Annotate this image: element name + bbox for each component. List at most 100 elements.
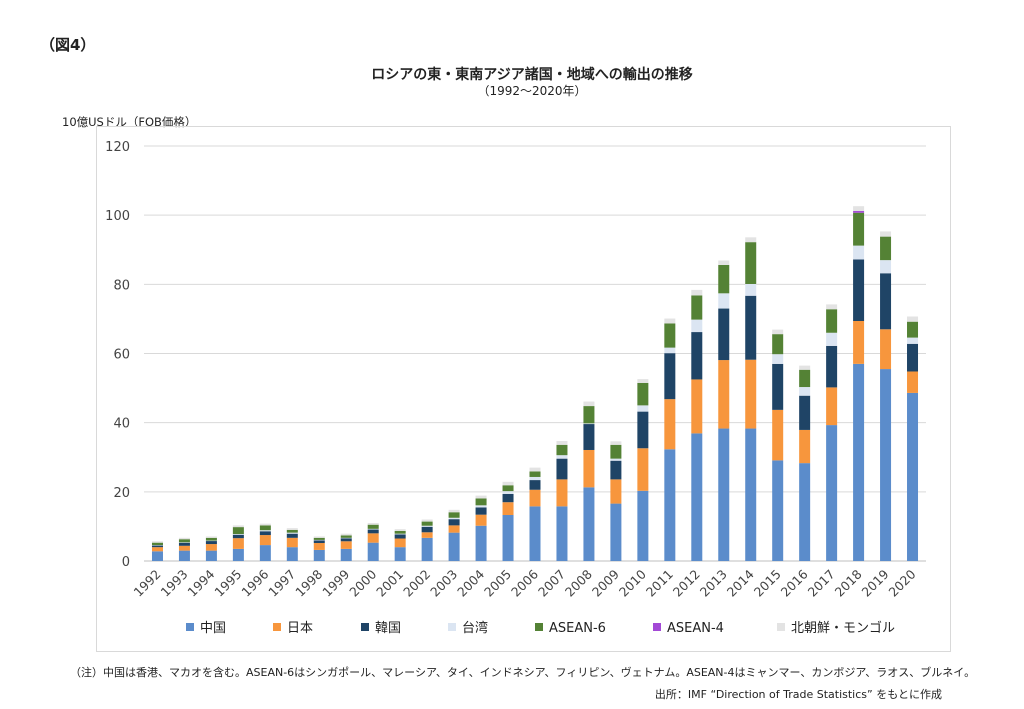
bar-segment-1995 bbox=[232, 525, 244, 528]
bar-segment-2005 bbox=[502, 491, 514, 494]
y-tick-label: 80 bbox=[113, 278, 130, 293]
bar-segment-2002 bbox=[421, 525, 433, 527]
x-tick-label: 1995 bbox=[211, 567, 244, 600]
bar-segment-1994 bbox=[205, 540, 217, 545]
legend-label: ASEAN-4 bbox=[667, 621, 724, 636]
bar-segment-2017 bbox=[826, 332, 838, 346]
bar-segment-2019 bbox=[880, 273, 892, 330]
x-tick-label: 1996 bbox=[238, 566, 271, 599]
bar-segment-2018 bbox=[853, 206, 865, 212]
bar-segment-2020 bbox=[907, 371, 919, 393]
x-tick-label: 2001 bbox=[373, 567, 406, 600]
bar-segment-2000 bbox=[367, 533, 379, 543]
bar-segment-2006 bbox=[529, 467, 541, 472]
bar-segment-2007 bbox=[556, 479, 568, 507]
bar-segment-2012 bbox=[691, 319, 703, 333]
y-tick-label: 0 bbox=[122, 555, 130, 570]
bar-segment-2002 bbox=[421, 532, 433, 538]
bar-segment-2003 bbox=[448, 525, 460, 533]
bar-segment-2012 bbox=[691, 332, 703, 380]
legend-label: ASEAN-6 bbox=[549, 621, 606, 636]
bar-segment-2008 bbox=[583, 406, 595, 424]
bar-segment-1992 bbox=[151, 545, 163, 546]
bar-segment-2020 bbox=[907, 321, 919, 338]
bar-segment-1998 bbox=[313, 543, 325, 550]
bar-segment-2009 bbox=[610, 444, 622, 459]
bar-segment-1994 bbox=[205, 550, 217, 561]
bar-segment-2017 bbox=[826, 425, 838, 561]
bar-segment-2009 bbox=[610, 458, 622, 461]
bar-segment-1999 bbox=[340, 548, 352, 561]
bar-segment-2003 bbox=[448, 532, 460, 561]
bar-segment-2006 bbox=[529, 489, 541, 507]
bar-segment-2017 bbox=[826, 309, 838, 333]
bar-segment-1998 bbox=[313, 540, 325, 544]
bar-segment-2017 bbox=[826, 345, 838, 388]
bar-segment-2016 bbox=[799, 429, 811, 464]
bar-segment-2014 bbox=[745, 242, 757, 284]
bar-segment-1993 bbox=[178, 539, 190, 543]
bar-segment-1996 bbox=[259, 545, 271, 561]
bar-segment-2018 bbox=[853, 363, 865, 561]
bar-segment-2000 bbox=[367, 542, 379, 561]
x-tick-label: 1992 bbox=[131, 567, 164, 600]
bar-segment-1994 bbox=[205, 537, 217, 541]
bar-segment-1996 bbox=[259, 531, 271, 536]
bar-segment-2004 bbox=[475, 514, 487, 526]
bar-segment-2004 bbox=[475, 525, 487, 561]
bar-segment-1992 bbox=[151, 545, 163, 548]
bar-segment-2019 bbox=[880, 231, 892, 237]
bar-segment-2020 bbox=[907, 337, 919, 344]
bar-segment-1995 bbox=[232, 527, 244, 535]
bar-segment-2015 bbox=[772, 334, 784, 355]
bar-segment-1998 bbox=[313, 537, 325, 540]
x-tick-label: 2011 bbox=[643, 567, 676, 600]
bar-segment-2003 bbox=[448, 519, 460, 526]
bar-segment-2006 bbox=[529, 506, 541, 561]
bar-segment-2001 bbox=[394, 533, 406, 535]
x-tick-label: 2017 bbox=[805, 567, 838, 600]
footnote: （注）中国は香港、マカオを含む。ASEAN-6はシンガポール、マレーシア、タイ、… bbox=[70, 666, 976, 679]
bar-segment-2019 bbox=[880, 369, 892, 561]
x-tick-label: 2015 bbox=[751, 567, 784, 600]
y-axis-unit-label: 10億USドル（FOB価格） bbox=[62, 115, 197, 129]
legend-label: 韓国 bbox=[375, 621, 401, 636]
bar-segment-1994 bbox=[205, 536, 217, 538]
bar-segment-2005 bbox=[502, 485, 514, 492]
bar-segment-2008 bbox=[583, 449, 595, 488]
chart-frame bbox=[96, 126, 951, 652]
bar-segment-2018 bbox=[853, 211, 865, 213]
bar-segment-1992 bbox=[151, 551, 163, 561]
legend-swatch bbox=[273, 623, 281, 631]
x-tick-label: 2020 bbox=[886, 566, 919, 599]
x-tick-label: 2018 bbox=[832, 566, 865, 599]
bar-segment-2014 bbox=[745, 283, 757, 296]
source-note: 出所：IMF “Direction of Trade Statistics” を… bbox=[654, 688, 942, 701]
bar-segment-2016 bbox=[799, 365, 811, 370]
bar-segment-2011 bbox=[664, 449, 676, 561]
bar-segment-2020 bbox=[907, 316, 919, 322]
bar-segment-1996 bbox=[259, 523, 271, 526]
y-tick-label: 120 bbox=[105, 140, 130, 155]
bar-segment-2004 bbox=[475, 507, 487, 515]
x-tick-label: 2008 bbox=[562, 566, 595, 599]
bar-segment-2007 bbox=[556, 458, 568, 480]
bar-segment-1994 bbox=[205, 540, 217, 542]
bar-segment-2008 bbox=[583, 401, 595, 407]
y-tick-label: 40 bbox=[113, 417, 130, 432]
bar-segment-2013 bbox=[718, 293, 730, 309]
bar-segment-1993 bbox=[178, 542, 190, 543]
bar-segment-2001 bbox=[394, 534, 406, 539]
bar-segment-2007 bbox=[556, 444, 568, 456]
bar-segment-1996 bbox=[259, 530, 271, 532]
bar-segment-2011 bbox=[664, 353, 676, 400]
bar-segment-2011 bbox=[664, 323, 676, 348]
bar-segment-2007 bbox=[556, 455, 568, 459]
bar-segment-1995 bbox=[232, 538, 244, 549]
bar-segment-2000 bbox=[367, 522, 379, 525]
bar-segment-1997 bbox=[286, 533, 298, 538]
y-tick-label: 20 bbox=[113, 486, 130, 501]
bar-segment-2009 bbox=[610, 503, 622, 561]
bar-segment-2019 bbox=[880, 260, 892, 274]
x-tick-label: 1994 bbox=[184, 566, 217, 599]
